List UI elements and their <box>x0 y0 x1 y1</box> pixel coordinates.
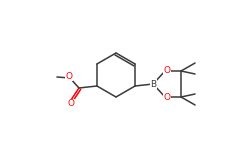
Text: O: O <box>163 66 170 75</box>
Text: B: B <box>150 80 156 88</box>
Text: O: O <box>163 93 170 102</box>
Text: O: O <box>68 99 74 108</box>
Text: O: O <box>66 72 72 81</box>
